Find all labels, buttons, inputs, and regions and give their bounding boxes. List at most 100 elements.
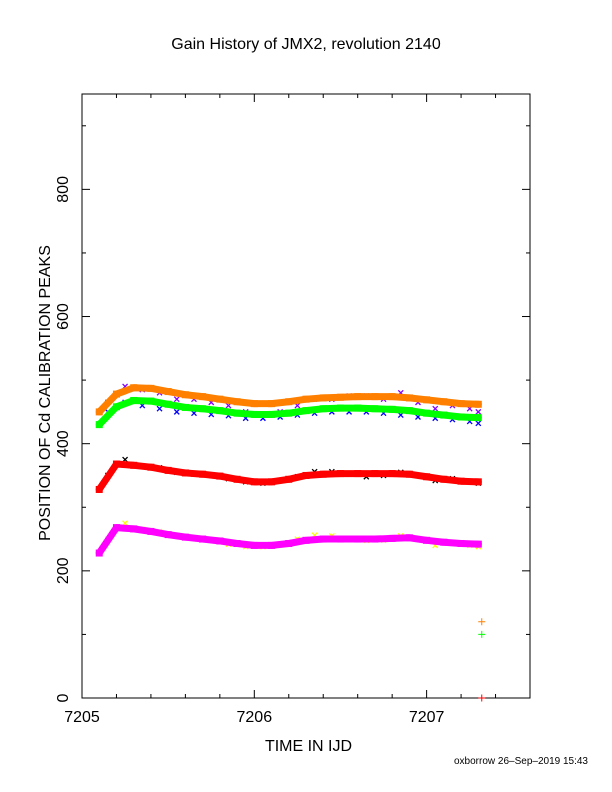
data-point [371,393,379,401]
data-point [147,384,155,392]
axis-ticks: 7205 7206 7207 0 200 400 600 800 [55,94,531,726]
data-point [216,407,224,415]
data-point [405,394,413,402]
series-10 [478,694,486,702]
y-tick-label: 0 [55,693,72,702]
data-point [233,398,241,406]
data-point [268,410,276,418]
data-point [112,403,120,411]
data-point [432,405,439,412]
data-point [181,403,189,411]
data-point [302,395,310,403]
data-point [423,396,431,404]
data-point [302,536,310,544]
data-point [474,414,482,422]
data-point [440,411,448,419]
data-point [285,398,293,406]
data-point [147,527,155,535]
data-point [95,408,103,416]
data-point [388,470,396,478]
data-point [457,477,465,485]
data-point [475,420,482,427]
data-point [285,409,293,417]
data-point [199,405,207,413]
data-point [354,404,362,412]
data-point [95,421,103,429]
data-point [302,407,310,415]
data-point [164,388,172,396]
y-tick-label: 200 [55,557,72,584]
y-tick-label: 400 [55,430,72,457]
series-4 [95,384,482,416]
data-series [95,383,486,702]
data-point [130,461,138,469]
data-point [388,534,396,542]
data-point [199,535,207,543]
data-point [354,393,362,401]
footer-stamp: oxborrow 26–Sep–2019 15:43 [454,756,588,767]
data-point [181,469,189,477]
data-point [388,393,396,401]
data-point [371,405,379,413]
x-tick-label: 7206 [237,709,273,726]
data-point [216,472,224,480]
data-point [371,535,379,543]
data-point [319,535,327,543]
y-tick-label: 800 [55,176,72,203]
chart-title: Gain History of JMX2, revolution 2140 [171,36,441,53]
y-tick-label: 600 [55,303,72,330]
data-point [250,400,258,408]
data-point [164,466,172,474]
series-6 [95,460,482,493]
data-point [130,396,138,404]
data-point [319,470,327,478]
data-point [199,470,207,478]
data-point [336,535,344,543]
data-point [457,413,465,421]
data-point [440,538,448,546]
data-point [250,478,258,486]
data-point [474,400,482,408]
data-point [336,404,344,412]
data-point [336,393,344,401]
data-point [181,391,189,399]
data-point [478,694,486,702]
data-point [112,524,120,532]
data-point [302,471,310,479]
plot-frame [81,93,531,699]
data-point [457,400,465,408]
data-point [216,537,224,545]
data-point [95,485,103,493]
data-point [423,409,431,417]
data-point [112,460,120,468]
data-point [164,400,172,408]
series-7 [95,524,482,557]
series-5 [95,396,482,429]
data-point [478,618,486,626]
data-point [173,408,180,415]
data-point [475,408,482,415]
data-point [199,393,207,401]
data-point [181,533,189,541]
data-point [112,390,120,398]
data-point [457,540,465,548]
data-point [388,405,396,413]
data-point [440,398,448,406]
data-point [440,475,448,483]
data-point [423,536,431,544]
data-point [250,410,258,418]
series-9 [478,630,486,638]
data-point [371,470,379,478]
data-point [147,397,155,405]
data-point [319,405,327,413]
data-point [233,409,241,417]
data-point [147,463,155,471]
y-axis-label: POSITION OF Cd CALIBRATION PEAKS [37,245,54,541]
data-point [319,394,327,402]
data-point [268,400,276,408]
data-point [405,470,413,478]
data-point [156,405,163,412]
data-point [336,470,344,478]
data-point [285,540,293,548]
